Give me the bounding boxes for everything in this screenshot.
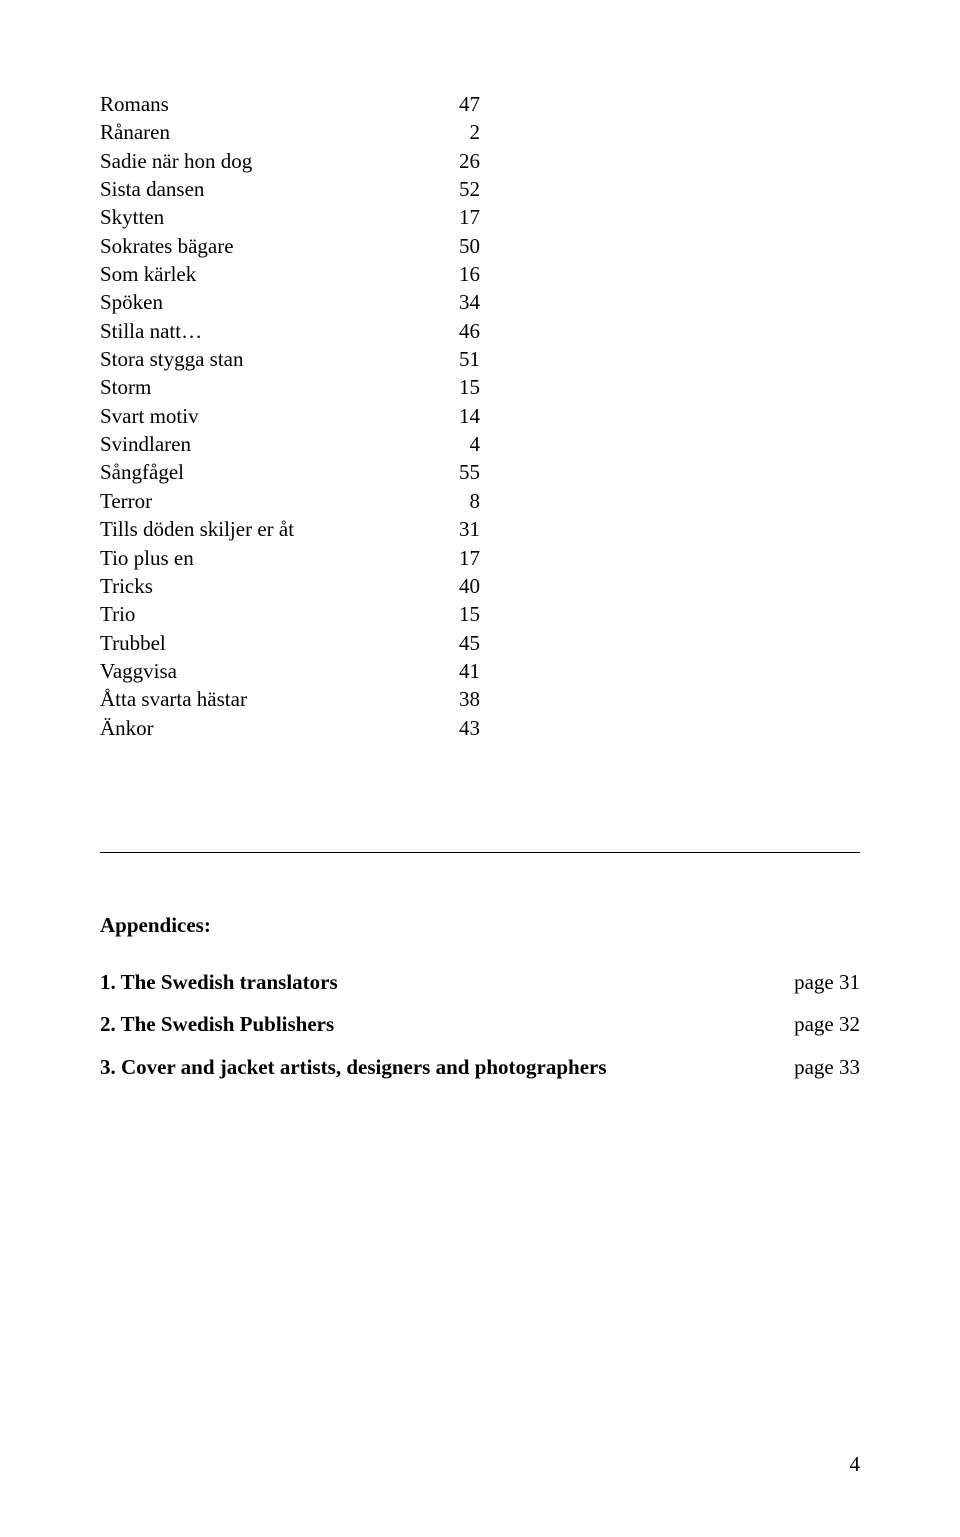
index-entry-row: Tricks 40 [100,572,480,600]
index-entry-row: Som kärlek 16 [100,260,480,288]
index-entry-number: 8 [430,487,480,515]
appendix-page: page 31 [794,968,860,996]
index-entry-number: 51 [430,345,480,373]
appendix-page: page 32 [794,1010,860,1038]
index-entry-row: Åtta svarta hästar 38 [100,685,480,713]
appendix-row: 3. Cover and jacket artists, designers a… [100,1053,860,1081]
index-entry-number: 41 [430,657,480,685]
appendix-list: 1. The Swedish translators page 31 2. The … [100,968,860,1081]
appendix-row: 1. The Swedish translators page 31 [100,968,860,996]
appendix-label: 1. The Swedish translators [100,968,338,996]
index-entry-row: Storm 15 [100,373,480,401]
appendix-page: page 33 [794,1053,860,1081]
index-entry-number: 17 [430,203,480,231]
index-entry-number: 16 [430,260,480,288]
index-entry-title: Tio plus en [100,544,194,572]
index-entry-title: Spöken [100,288,163,316]
index-entry-row: Spöken 34 [100,288,480,316]
index-entry-number: 14 [430,402,480,430]
index-entry-number: 15 [430,373,480,401]
index-entry-number: 2 [430,118,480,146]
index-entry-number: 43 [430,714,480,742]
index-entry-title: Svindlaren [100,430,191,458]
index-entry-number: 34 [430,288,480,316]
index-entry-title: Sokrates bägare [100,232,234,260]
index-entry-title: Svart motiv [100,402,199,430]
index-entry-row: Stilla natt… 46 [100,317,480,345]
index-entry-title: Tills döden skiljer er åt [100,515,294,543]
index-entry-row: Romans 47 [100,90,480,118]
index-entry-title: Storm [100,373,151,401]
index-entry-title: Trubbel [100,629,166,657]
index-entry-number: 4 [430,430,480,458]
index-entry-title: Skytten [100,203,164,231]
index-entry-title: Trio [100,600,135,628]
index-entry-title: Sångfågel [100,458,184,486]
appendix-label: 3. Cover and jacket artists, designers a… [100,1053,607,1081]
index-entry-title: Sadie när hon dog [100,147,252,175]
index-entry-title: Sista dansen [100,175,204,203]
index-entry-title: Vaggvisa [100,657,177,685]
appendix-row: 2. The Swedish Publishers page 32 [100,1010,860,1038]
index-entry-number: 38 [430,685,480,713]
index-entry-number: 55 [430,458,480,486]
document-page: Romans47Rånaren2Sadie när hon dog26Sista… [0,0,960,1537]
index-entry-row: Sista dansen 52 [100,175,480,203]
index-entry-number: 46 [430,317,480,345]
index-entry-number: 45 [430,629,480,657]
page-number: 4 [850,1452,861,1477]
index-entry-number: 17 [430,544,480,572]
index-entry-row: Trio 15 [100,600,480,628]
index-entry-title: Tricks [100,572,153,600]
index-entry-row: Skytten 17 [100,203,480,231]
index-entry-number: 47 [430,90,480,118]
index-entry-row: Vaggvisa 41 [100,657,480,685]
index-entry-row: Svart motiv 14 [100,402,480,430]
index-entry-number: 31 [430,515,480,543]
index-entry-title: Åtta svarta hästar [100,685,247,713]
index-entry-row: Änkor 43 [100,714,480,742]
index-entry-number: 40 [430,572,480,600]
index-entry-row: Sångfågel 55 [100,458,480,486]
index-entry-row: Tio plus en 17 [100,544,480,572]
index-entry-row: Svindlaren 4 [100,430,480,458]
index-entry-row: Stora stygga stan 51 [100,345,480,373]
index-entry-title: Stilla natt… [100,317,202,345]
index-entry-number: 50 [430,232,480,260]
index-entry-row: Terror 8 [100,487,480,515]
appendix-label: 2. The Swedish Publishers [100,1010,334,1038]
index-entry-row: Tills döden skiljer er åt 31 [100,515,480,543]
index-entry-title: Terror [100,487,152,515]
index-entry-number: 15 [430,600,480,628]
index-entry-title: Stora stygga stan [100,345,243,373]
index-entry-list: Romans47Rånaren2Sadie när hon dog26Sista… [100,90,480,742]
index-entry-number: 26 [430,147,480,175]
index-entry-title: Romans [100,90,169,118]
index-entry-row: Sokrates bägare 50 [100,232,480,260]
index-entry-row: Trubbel 45 [100,629,480,657]
index-entry-number: 52 [430,175,480,203]
index-entry-title: Rånaren [100,118,170,146]
section-divider [100,852,860,853]
index-entry-row: Sadie när hon dog 26 [100,147,480,175]
index-entry-title: Änkor [100,714,154,742]
index-entry-title: Som kärlek [100,260,196,288]
index-entry-row: Rånaren 2 [100,118,480,146]
appendices-heading: Appendices: [100,913,860,938]
